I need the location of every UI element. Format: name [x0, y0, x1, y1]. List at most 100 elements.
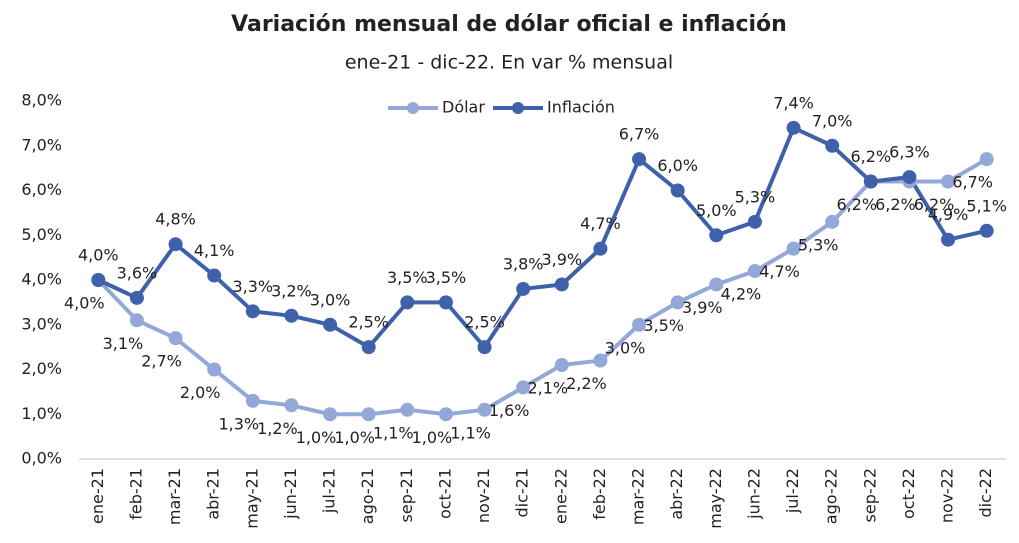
value-label: 2,1% — [527, 379, 568, 398]
point-marker — [477, 402, 492, 417]
value-label: 1,6% — [489, 401, 530, 420]
point-marker — [747, 214, 762, 229]
x-tick-label: jul-22 — [783, 468, 802, 514]
point-marker — [902, 170, 917, 185]
point-marker — [323, 407, 338, 422]
y-tick-label: 1,0% — [21, 404, 62, 423]
value-label: 2,5% — [464, 313, 505, 332]
x-tick-label: oct-21 — [435, 468, 454, 519]
point-marker — [129, 313, 144, 328]
point-marker — [632, 317, 647, 332]
x-tick-label: ene-22 — [551, 468, 570, 524]
series-line — [97, 125, 988, 350]
legend-marker — [407, 102, 419, 114]
y-tick-label: 0,0% — [21, 449, 62, 468]
point-marker — [632, 152, 647, 167]
value-label: 6,7% — [952, 173, 993, 192]
x-tick-label: nov-21 — [474, 468, 493, 523]
value-label: 6,2% — [914, 195, 955, 214]
y-tick-label: 3,0% — [21, 314, 62, 333]
point-marker — [207, 362, 222, 377]
value-label: 1,3% — [218, 414, 259, 433]
value-label: 1,0% — [334, 428, 375, 447]
point-marker — [941, 232, 956, 247]
x-tick-label: dic-21 — [513, 468, 532, 518]
value-label: 6,0% — [657, 156, 698, 175]
x-tick-label: mar-21 — [165, 468, 184, 525]
y-tick-label: 5,0% — [21, 225, 62, 244]
value-label: 1,1% — [373, 423, 414, 442]
point-marker — [825, 138, 840, 153]
value-label: 3,8% — [503, 254, 544, 273]
value-label: 4,0% — [78, 246, 119, 265]
point-marker — [245, 393, 260, 408]
value-label: 4,1% — [194, 241, 235, 260]
x-tick-label: ago-21 — [358, 468, 377, 524]
x-tick-label: nov-22 — [938, 468, 957, 523]
point-marker — [709, 277, 724, 292]
value-label: 3,2% — [271, 281, 312, 300]
value-label: 1,2% — [257, 419, 298, 438]
value-label: 6,2% — [850, 147, 891, 166]
value-label: 3,5% — [426, 268, 467, 287]
value-label: 7,0% — [812, 111, 853, 130]
value-label: 2,7% — [141, 352, 182, 371]
point-marker — [863, 174, 878, 189]
value-label: 7,4% — [773, 93, 814, 112]
series-line — [96, 157, 988, 417]
value-label: 6,3% — [889, 143, 930, 162]
value-label: 4,9% — [928, 205, 969, 224]
value-label: 1,1% — [450, 423, 491, 442]
x-tick-label: oct-22 — [899, 468, 918, 519]
value-label: 5,3% — [735, 187, 776, 206]
value-label: 3,0% — [605, 338, 646, 357]
value-label: 3,6% — [117, 263, 158, 282]
point-marker — [709, 228, 724, 243]
chart-title: Variación mensual de dólar oficial e inf… — [231, 12, 787, 37]
point-marker — [786, 241, 801, 256]
y-tick-label: 4,0% — [21, 270, 62, 289]
y-tick-label: 7,0% — [21, 135, 62, 154]
value-label: 3,9% — [541, 250, 582, 269]
legend-label: Inflación — [547, 98, 615, 117]
point-marker — [400, 402, 415, 417]
x-tick-label: ago-22 — [822, 468, 841, 524]
value-label: 3,0% — [310, 290, 351, 309]
point-marker — [670, 295, 685, 310]
point-marker — [168, 237, 183, 252]
value-label: 3,1% — [103, 334, 144, 353]
point-marker — [361, 340, 376, 355]
value-label: 6,7% — [619, 125, 660, 144]
value-label: 4,8% — [155, 210, 196, 229]
point-marker — [670, 183, 685, 198]
point-marker — [941, 174, 956, 189]
chart-subtitle: ene-21 - dic-22. En var % mensual — [345, 52, 673, 74]
value-label: 3,3% — [232, 277, 273, 296]
point-marker — [438, 295, 453, 310]
x-tick-label: jul-21 — [320, 468, 339, 514]
point-marker — [245, 304, 260, 319]
value-label: 3,5% — [643, 316, 684, 335]
point-marker — [361, 407, 376, 422]
value-label: 5,1% — [966, 196, 1007, 215]
point-marker — [593, 241, 608, 256]
point-marker — [825, 214, 840, 229]
x-tick-label: may-21 — [242, 468, 261, 529]
x-tick-label: jun-22 — [744, 468, 763, 520]
value-label: 4,7% — [580, 214, 621, 233]
value-label: 4,0% — [64, 294, 105, 313]
point-marker — [284, 398, 299, 413]
point-marker — [207, 268, 222, 283]
point-marker — [554, 277, 569, 292]
y-tick-label: 6,0% — [21, 180, 62, 199]
y-tick-label: 8,0% — [21, 91, 62, 110]
x-tick-label: may-22 — [706, 468, 725, 529]
value-label: 2,5% — [348, 313, 389, 332]
x-tick-label: sep-22 — [860, 468, 879, 522]
x-tick-label: jun-21 — [281, 468, 300, 520]
value-label: 6,2% — [836, 195, 877, 214]
x-tick-label: abr-21 — [204, 468, 223, 520]
value-label: 3,9% — [682, 298, 723, 317]
point-marker — [979, 152, 994, 167]
